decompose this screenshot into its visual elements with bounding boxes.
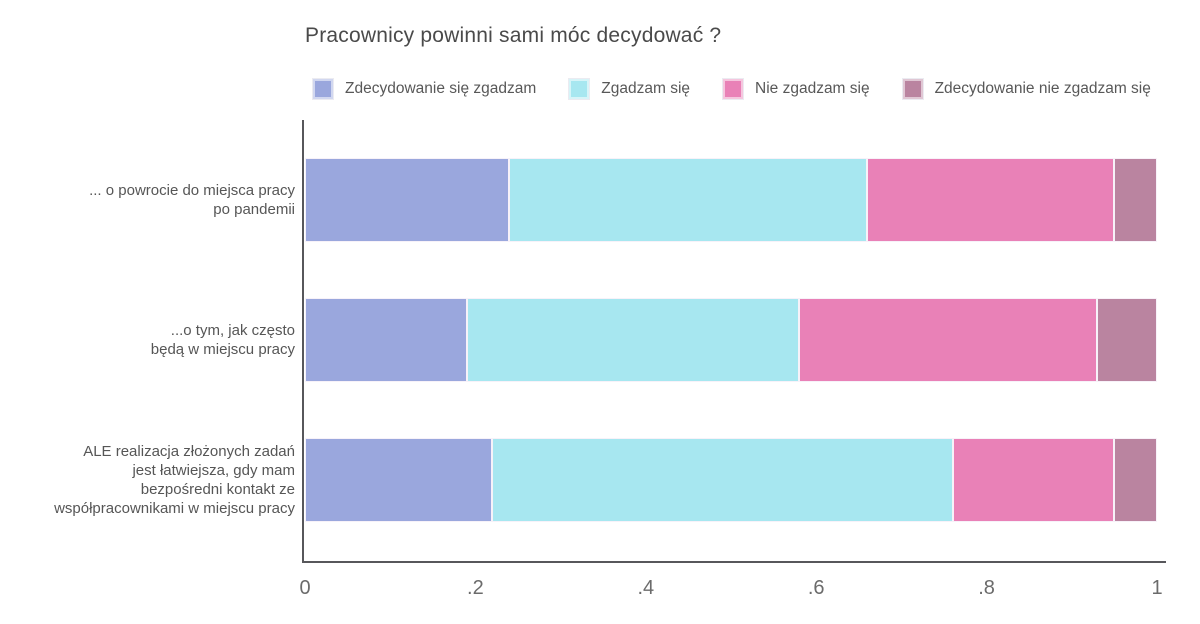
legend-item-zdecydowanie-nie-zgadzam-sie: Zdecydowanie nie zgadzam się xyxy=(901,78,1151,100)
bar-segment-zdecydowanie-nie-zgadzam-sie xyxy=(1114,158,1157,242)
x-tick-08: .8 xyxy=(978,577,995,599)
chart-title: Pracownicy powinni sami móc decydować ? xyxy=(305,24,722,47)
bar-segment-zdecydowanie-sie-zgadzam xyxy=(305,158,510,242)
bar-segment-zgadzam-sie xyxy=(509,158,868,242)
bar-segment-zgadzam-sie xyxy=(492,438,953,522)
legend-item-zgadzam-sie: Zgadzam się xyxy=(568,78,691,100)
y-axis-line xyxy=(302,120,304,562)
legend-swatch-blue xyxy=(312,78,334,100)
legend-swatch-mauve xyxy=(901,78,924,100)
bar-segment-zdecydowanie-nie-zgadzam-sie xyxy=(1097,298,1157,382)
bar-row-ale-realizacja xyxy=(305,438,1157,522)
legend: Zdecydowanie się zgadzam Zgadzam się Nie… xyxy=(312,78,1151,100)
bar-segment-zdecydowanie-sie-zgadzam xyxy=(305,298,467,382)
bar-row-jak-czesto xyxy=(305,298,1157,382)
legend-label: Zgadzam się xyxy=(601,80,691,97)
x-tick-1: 1 xyxy=(1151,577,1163,599)
legend-item-nie-zgadzam-sie: Nie zgadzam się xyxy=(722,78,870,100)
x-tick-06: .6 xyxy=(807,577,825,599)
x-axis-line xyxy=(302,561,1166,563)
bar-segment-zgadzam-sie xyxy=(466,298,800,382)
bar-segment-nie-zgadzam-sie xyxy=(952,438,1115,522)
bar-segment-zdecydowanie-sie-zgadzam xyxy=(305,438,493,522)
bar-row-powrot-po-pandemii xyxy=(305,158,1157,242)
x-axis-ticks: 0 .2 .4 .6 .8 1 xyxy=(299,577,1162,601)
x-tick-04: .4 xyxy=(637,577,655,599)
bar-segment-zdecydowanie-nie-zgadzam-sie xyxy=(1114,438,1157,522)
legend-label: Zdecydowanie nie zgadzam się xyxy=(934,80,1151,97)
legend-swatch-cyan xyxy=(568,78,591,100)
legend-label: Nie zgadzam się xyxy=(755,80,870,97)
category-label-ale-realizacja: ALE realizacja złożonych zadań jest łatw… xyxy=(54,443,295,517)
legend-label: Zdecydowanie się zgadzam xyxy=(345,80,537,97)
bar-segment-nie-zgadzam-sie xyxy=(867,158,1115,242)
category-label-powrot-po-pandemii: ... o powrocie do miejsca pracy po pande… xyxy=(89,182,295,218)
x-tick-02: .2 xyxy=(467,577,484,599)
category-label-jak-czesto: ...o tym, jak często będą w miejscu prac… xyxy=(150,322,295,358)
bar-segment-nie-zgadzam-sie xyxy=(799,298,1098,382)
legend-item-zdecydowanie-sie-zgadzam: Zdecydowanie się zgadzam xyxy=(312,78,537,100)
x-tick-0: 0 xyxy=(299,577,311,599)
legend-swatch-pink xyxy=(722,78,745,100)
